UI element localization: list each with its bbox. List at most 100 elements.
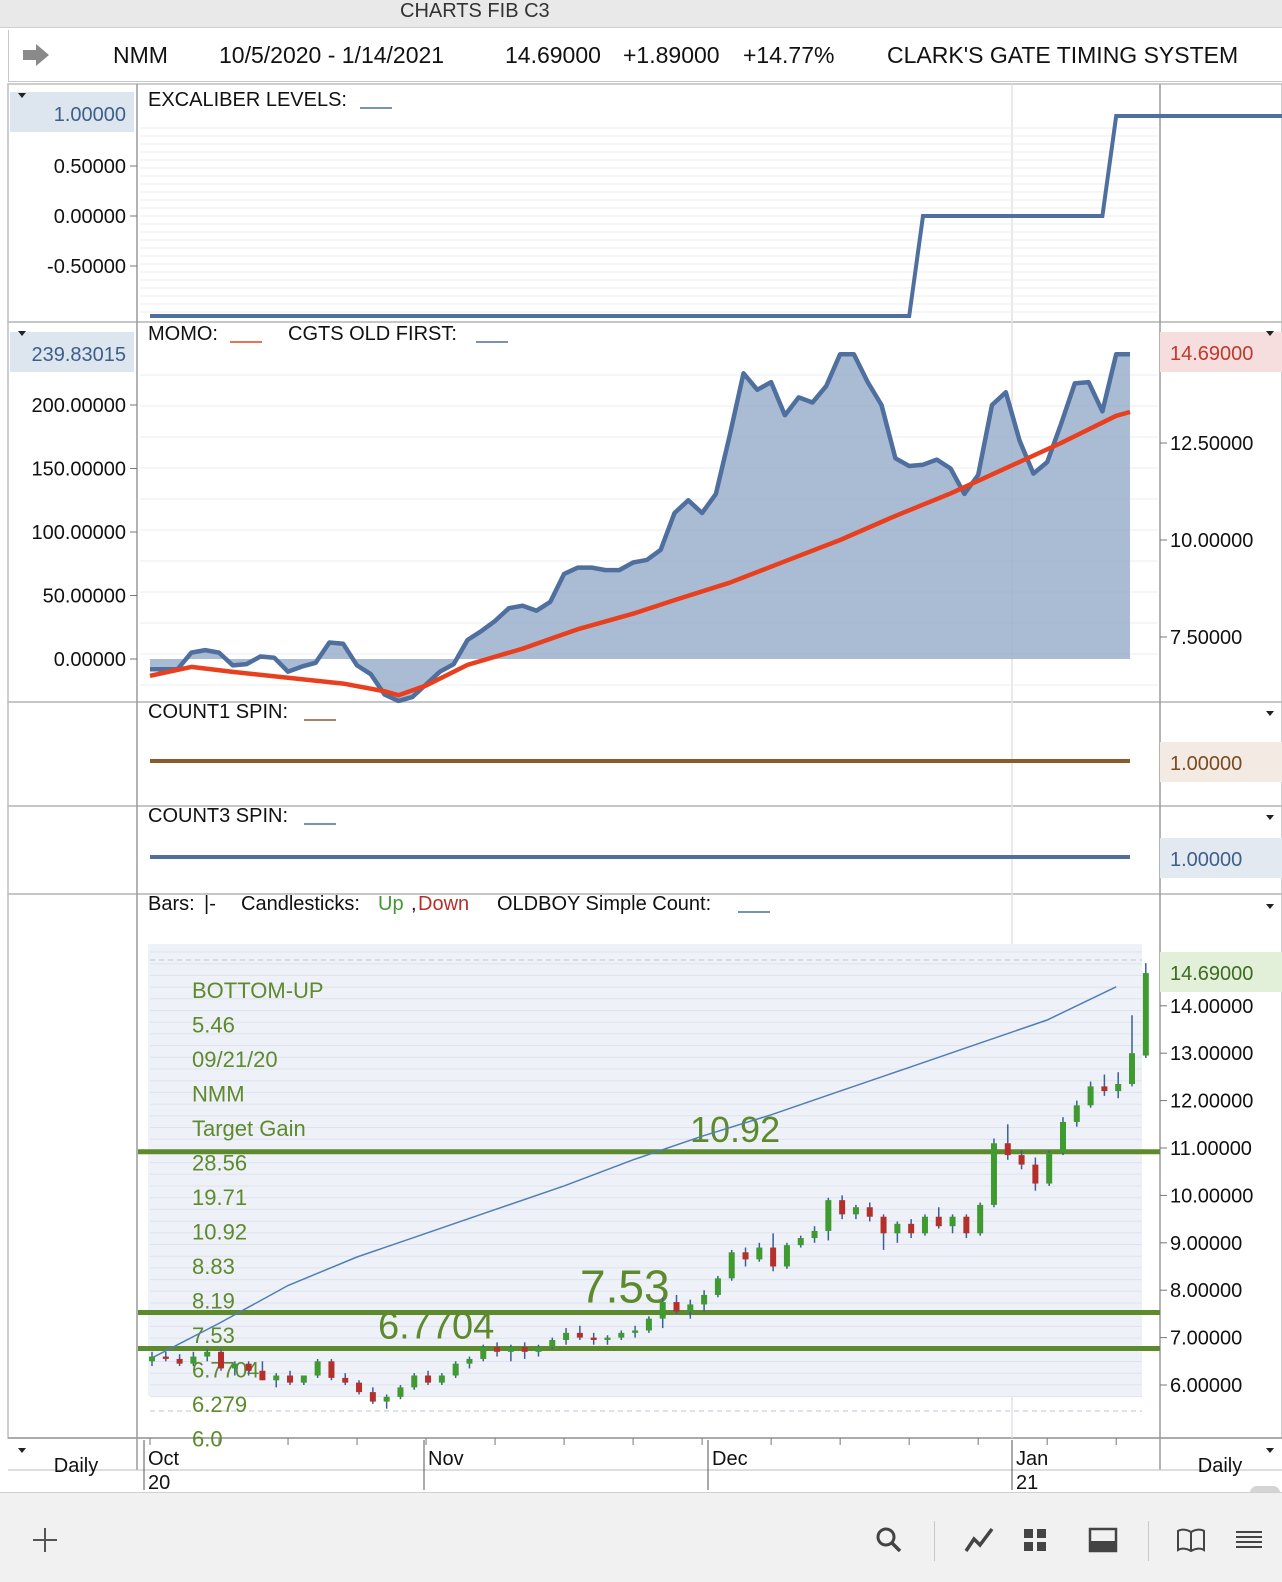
cgts-current-box (1160, 332, 1282, 372)
last-price-label: 14.69000 (505, 42, 601, 68)
excaliber-axis: 0.50000 0.00000 -0.50000 (47, 156, 137, 278)
candle-up (894, 1223, 901, 1234)
candle-down (866, 1207, 873, 1217)
candle-up (645, 1318, 652, 1331)
panel-border (7, 83, 1282, 323)
annotation-line: 6.0 (192, 1427, 223, 1452)
candle-up (921, 1216, 928, 1234)
candle-down (1018, 1155, 1025, 1165)
candle-up (990, 1143, 997, 1205)
candle-down (245, 1363, 252, 1371)
search-icon[interactable] (872, 1523, 906, 1557)
candle-up (714, 1278, 721, 1295)
momo-right-tick-label: 7.50000 (1170, 627, 1242, 649)
price-current-box (1160, 952, 1282, 992)
momo-left-tick-label: 100.00000 (31, 522, 126, 544)
candlesticks-label: Candlesticks: (241, 893, 360, 915)
month-label: Nov (428, 1448, 464, 1470)
annotation-line: 19.71 (192, 1185, 247, 1210)
chevron-down-icon (1266, 904, 1274, 909)
fib-level-label: 10.92 (690, 1109, 780, 1150)
panel-layout-icon[interactable] (1086, 1523, 1120, 1557)
candle-down (494, 1347, 501, 1352)
candle-down (1004, 1143, 1011, 1156)
chart-area[interactable]: EXCALIBER LEVELS: 1.00000 0.50000 0.00000… (0, 0, 1282, 1492)
interval-right-label[interactable]: Daily (1198, 1455, 1242, 1477)
momo-right-tick-label: 10.00000 (1170, 530, 1253, 552)
momo-current-box (10, 332, 134, 372)
candle-down (880, 1216, 887, 1234)
candle-up (977, 1204, 984, 1234)
candle-up (1046, 1152, 1053, 1184)
add-icon[interactable] (28, 1523, 62, 1557)
annotation-line: 28.56 (192, 1151, 247, 1176)
annotation-line: NMM (192, 1082, 245, 1107)
change-label: +1.89000 (623, 42, 720, 68)
fib-levels: 10.92 7.53 6.7704 (138, 1109, 1160, 1351)
count3-label: COUNT3 SPIN: (148, 805, 288, 827)
chevron-down-icon (1266, 815, 1274, 820)
excaliber-tick-label: -0.50000 (47, 256, 126, 278)
year-label: 21 (1016, 1472, 1038, 1492)
window-titlebar: CHARTS FIB C3 (0, 0, 1282, 28)
month-label: Oct (148, 1448, 180, 1470)
toolbar-separator (934, 1521, 935, 1561)
candle-up (300, 1375, 307, 1383)
candle-up (231, 1363, 238, 1369)
price-right-axis: 14.00000 13.00000 12.00000 11.00000 10.00000… (1160, 996, 1253, 1397)
chevron-down-icon (1266, 331, 1274, 336)
candle-up (466, 1358, 473, 1364)
book-icon[interactable] (1174, 1523, 1208, 1557)
bars-label: Bars: (148, 893, 195, 915)
candle-up (659, 1302, 666, 1319)
momo-left-tick-label: 0.00000 (54, 649, 126, 671)
momo-current-value: 239.83015 (31, 344, 126, 366)
cgts-current-value: 14.69000 (1170, 343, 1253, 365)
price-right-tick-label: 13.00000 (1170, 1043, 1253, 1065)
candle-up (797, 1238, 804, 1246)
candle-down (328, 1361, 335, 1378)
candle-up (411, 1375, 418, 1388)
right-arrow-icon[interactable] (21, 42, 51, 68)
candle-up-label: Up (378, 893, 404, 915)
bottom-toolbar (0, 1492, 1282, 1582)
candle-down (162, 1356, 169, 1359)
annotation-line: 6.279 (192, 1392, 247, 1417)
annotation-text: BOTTOM-UP 5.46 09/21/20 NMM Target Gain 28.56… (192, 978, 324, 1452)
price-right-tick-label: 8.00000 (1170, 1280, 1242, 1302)
line-chart-icon[interactable] (962, 1523, 996, 1557)
momo-panel: MOMO: CGTS OLD FIRST: 239.83015 14.69000… (10, 323, 1282, 704)
momo-left-tick-label: 50.00000 (43, 586, 126, 608)
symbol-label: NMM (113, 42, 168, 68)
candle-up (204, 1351, 211, 1357)
candle-down (218, 1351, 225, 1369)
chevron-down-icon (1266, 711, 1274, 716)
count1-current-box (1160, 742, 1282, 782)
excaliber-tick-label: 0.50000 (54, 156, 126, 178)
momo-label: MOMO: (148, 323, 218, 345)
price-current-value: 14.69000 (1170, 963, 1253, 985)
grid-layout-icon[interactable] (1018, 1523, 1052, 1557)
cgts-old-first-line (149, 409, 1131, 698)
menu-lines-icon[interactable] (1232, 1523, 1266, 1557)
count1-panel: COUNT1 SPIN: 1.00000 (148, 701, 1282, 782)
change-pct-label: +14.77% (743, 42, 835, 68)
candle-up (1073, 1105, 1080, 1122)
annotation-line: 09/21/20 (192, 1047, 278, 1072)
momo-area (150, 354, 1130, 701)
price-panel: BOTTOM-UP 5.46 09/21/20 NMM Target Gain 28.56… (138, 893, 1282, 1452)
candle-down (342, 1377, 349, 1383)
candle-up (535, 1347, 542, 1352)
candle-up (618, 1332, 625, 1338)
candle-up (783, 1245, 790, 1267)
candle-up (273, 1375, 280, 1381)
momo-left-tick-label: 150.00000 (31, 459, 126, 481)
chevron-down-icon (1266, 1448, 1274, 1453)
momo-left-tick-label: 200.00000 (31, 395, 126, 417)
count1-label: COUNT1 SPIN: (148, 701, 288, 723)
candle-up (756, 1247, 763, 1260)
dropdown-arrows[interactable] (18, 93, 1274, 1453)
candle-up (1129, 1053, 1135, 1085)
interval-left-label[interactable]: Daily (54, 1455, 98, 1477)
price-plot-background (148, 944, 1142, 1396)
